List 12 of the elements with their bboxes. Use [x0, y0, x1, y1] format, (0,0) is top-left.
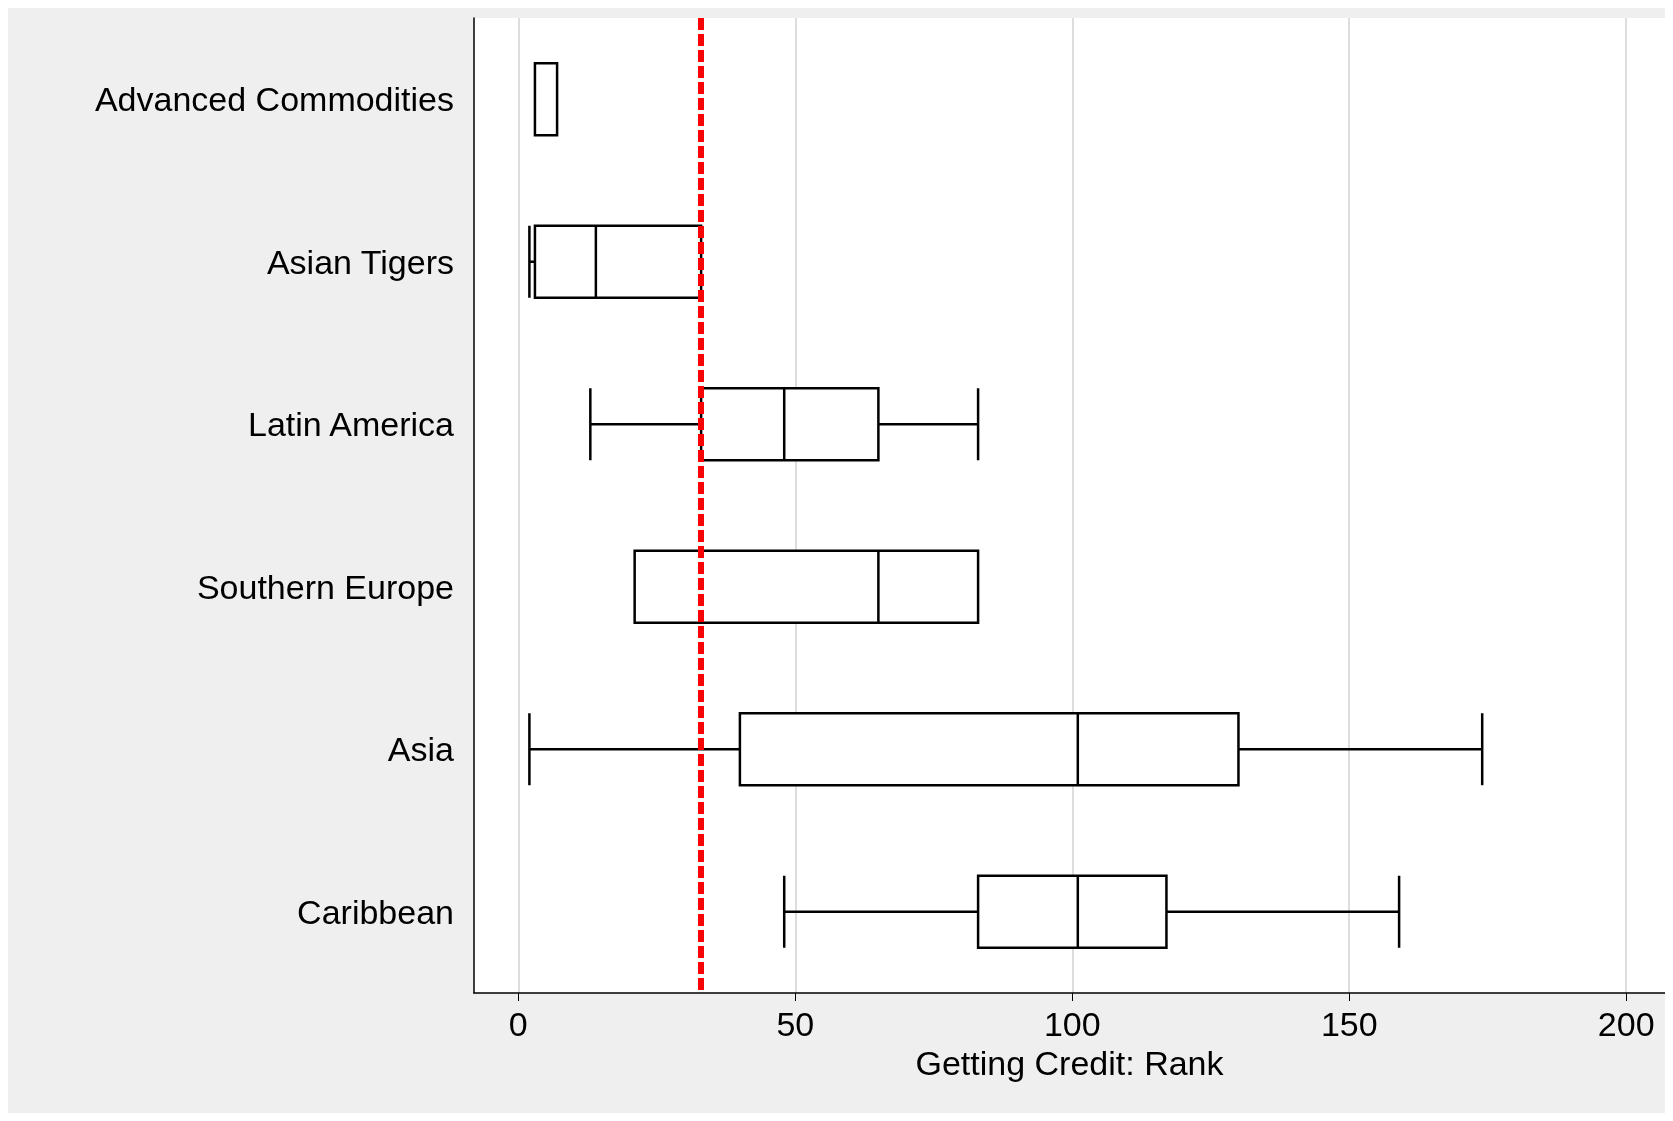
y-tick-label: Advanced Commodities — [94, 80, 454, 119]
y-tick-label: Latin America — [248, 405, 455, 444]
y-tick-label: Caribbean — [297, 892, 454, 931]
x-tick-label: 200 — [1597, 1005, 1655, 1043]
x-axis-title: Getting Credit: Rank — [915, 1043, 1225, 1082]
y-tick-label: Southern Europe — [196, 567, 454, 606]
x-tick-label: 50 — [776, 1005, 815, 1043]
x-tick-label: 0 — [508, 1005, 528, 1043]
y-tick-label: Asian Tigers — [266, 242, 454, 281]
y-tick-label: Asia — [387, 730, 455, 769]
x-tick-label: 150 — [1320, 1005, 1378, 1043]
x-tick-label: 100 — [1043, 1005, 1101, 1043]
